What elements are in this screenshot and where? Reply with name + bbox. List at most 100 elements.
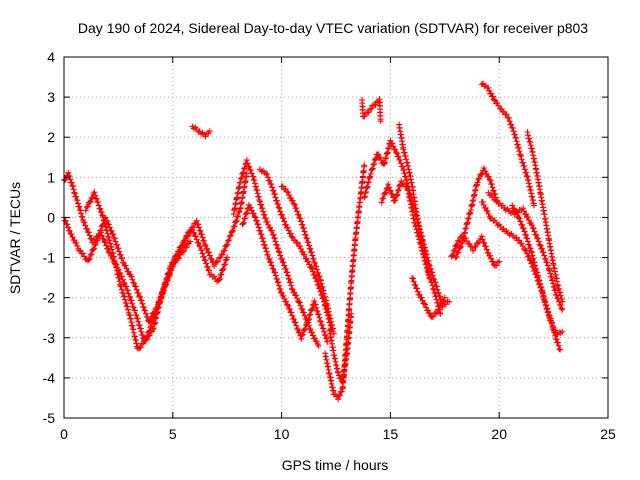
series-track-5	[230, 157, 322, 349]
data-point	[166, 271, 173, 278]
data-point	[470, 247, 477, 254]
data-point	[371, 160, 378, 167]
data-point	[121, 293, 128, 300]
data-point	[70, 186, 77, 193]
data-point	[276, 249, 283, 256]
data-point	[91, 241, 98, 248]
data-point	[524, 250, 531, 257]
data-point	[118, 283, 125, 290]
data-point	[535, 238, 542, 245]
data-point	[93, 237, 100, 244]
data-point	[156, 300, 163, 307]
data-point	[247, 204, 254, 211]
data-point	[307, 311, 314, 318]
data-point	[524, 235, 531, 242]
data-point	[317, 276, 324, 283]
data-point	[258, 231, 265, 238]
data-point	[230, 223, 237, 230]
data-point	[68, 179, 75, 186]
data-point	[308, 264, 315, 271]
data-point	[498, 106, 505, 113]
data-point	[418, 294, 425, 301]
data-point	[319, 322, 326, 329]
data-point	[227, 232, 234, 239]
data-point	[66, 173, 73, 180]
data-point	[125, 306, 132, 313]
data-point	[261, 241, 268, 248]
y-tick-label: -5	[43, 410, 56, 426]
data-point	[71, 190, 78, 197]
data-point	[509, 125, 516, 131]
data-point	[280, 259, 287, 266]
data-point	[336, 392, 343, 399]
data-point	[309, 329, 316, 336]
data-point	[204, 263, 211, 270]
data-point	[294, 239, 301, 246]
data-point	[103, 242, 110, 249]
data-point	[298, 335, 305, 342]
data-point	[487, 252, 494, 259]
data-point	[294, 295, 301, 302]
data-point	[88, 251, 95, 258]
data-point	[224, 241, 231, 248]
data-point	[546, 312, 553, 319]
data-point	[308, 249, 315, 256]
data-point	[476, 239, 483, 246]
data-point	[523, 247, 530, 254]
data-point	[491, 97, 498, 104]
y-tick-label: -4	[43, 370, 56, 386]
data-point	[242, 215, 249, 222]
data-point	[273, 197, 280, 204]
data-point	[97, 227, 104, 234]
data-point	[452, 254, 459, 261]
data-point	[161, 287, 168, 294]
data-point	[288, 282, 295, 289]
data-point	[145, 328, 152, 335]
data-point	[153, 309, 160, 316]
data-point	[474, 179, 481, 186]
data-point	[192, 233, 199, 240]
data-point	[486, 176, 493, 183]
data-point	[278, 211, 285, 218]
data-point	[361, 162, 368, 169]
data-point	[297, 215, 304, 222]
data-point	[77, 207, 84, 214]
series-track-7	[256, 166, 335, 333]
data-point	[123, 283, 130, 290]
data-point	[478, 233, 485, 240]
data-point	[90, 246, 97, 253]
data-point	[66, 227, 73, 234]
data-point	[302, 325, 309, 332]
data-point	[525, 253, 532, 260]
data-point	[306, 312, 313, 319]
data-point	[282, 185, 289, 192]
data-point	[241, 165, 248, 172]
data-point	[224, 254, 231, 261]
data-point	[302, 231, 309, 238]
data-point	[295, 211, 302, 218]
data-point	[457, 244, 464, 251]
data-point	[112, 238, 119, 245]
data-point	[275, 245, 282, 252]
data-point	[490, 187, 497, 194]
data-point	[65, 224, 72, 231]
data-point	[206, 252, 213, 259]
data-point	[142, 310, 149, 317]
data-point	[263, 248, 270, 255]
data-point	[139, 340, 146, 347]
data-point	[79, 250, 86, 257]
data-point	[95, 199, 102, 206]
data-point	[99, 212, 106, 219]
data-point	[311, 259, 318, 266]
data-point	[506, 118, 513, 125]
data-point	[116, 248, 123, 255]
data-point	[294, 326, 301, 333]
data-point	[544, 305, 551, 312]
data-point	[271, 235, 278, 242]
data-point	[175, 248, 182, 255]
data-point	[162, 282, 169, 289]
data-point	[68, 231, 75, 238]
data-point	[517, 218, 524, 225]
series-track-19	[485, 189, 566, 313]
data-point	[426, 274, 433, 281]
